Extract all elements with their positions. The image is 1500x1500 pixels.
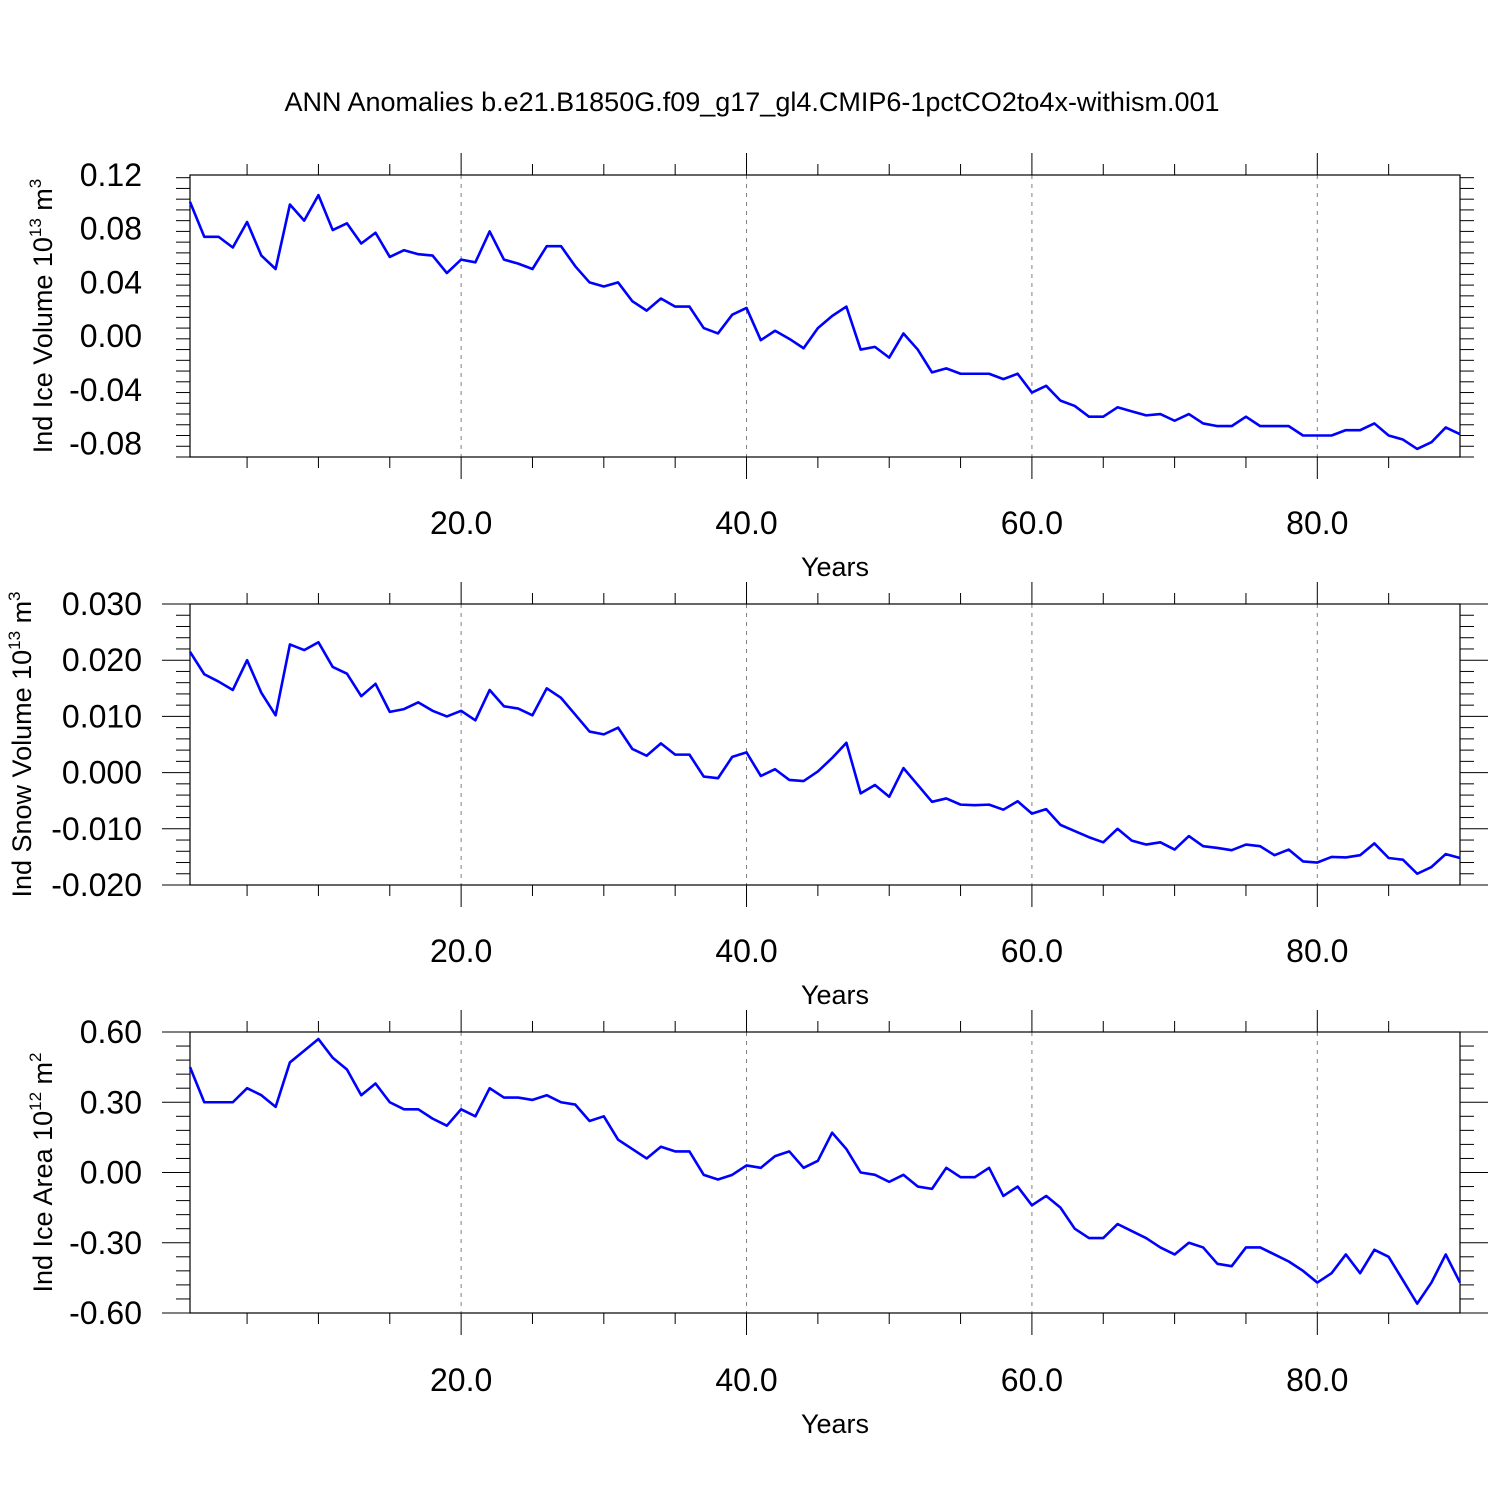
x-tick-label: 60.0 bbox=[1001, 1362, 1063, 1398]
y-tick-label: 0.12 bbox=[80, 157, 142, 193]
panel-1: 20.0 40.0 60.0 80.0 0.12 0.08 0.04 0.00 -0.04 -0.… bbox=[26, 153, 1474, 582]
y-tick-label: -0.010 bbox=[51, 811, 142, 847]
x-tick-label: 60.0 bbox=[1001, 933, 1063, 969]
y-axis-title: Ind Snow Volume 1013 m3 bbox=[5, 591, 37, 897]
y-axis-title-exponent: 13 bbox=[26, 218, 45, 237]
figure-title: ANN Anomalies b.e21.B1850G.f09_g17_gl4.C… bbox=[284, 87, 1219, 117]
y-axis-title: Ind Ice Volume 1013 m3 bbox=[26, 179, 58, 454]
series-line-2 bbox=[188, 640, 1461, 876]
x-tick-label: 20.0 bbox=[430, 1362, 492, 1398]
plot-frame bbox=[189, 174, 1461, 458]
x-tick-label: 80.0 bbox=[1286, 505, 1348, 541]
y-tick-label: 0.30 bbox=[80, 1084, 142, 1120]
series-line-1 bbox=[188, 193, 1461, 451]
y-tick-label: -0.04 bbox=[69, 372, 142, 408]
y-tick-label: 0.030 bbox=[62, 586, 142, 622]
x-tick-label: 20.0 bbox=[430, 505, 492, 541]
x-axis-title: Years bbox=[801, 552, 869, 582]
panel-3: 20.0 40.0 60.0 80.0 0.60 0.30 0.00 -0.30 -0.60 Ye… bbox=[26, 1010, 1488, 1439]
y-tick-label: -0.08 bbox=[69, 426, 142, 462]
y-axis-title-unit: m bbox=[28, 1062, 58, 1092]
y-axis-title-unit: m bbox=[28, 188, 58, 218]
y-tick-label: 0.000 bbox=[62, 755, 142, 791]
plot-frame bbox=[189, 1031, 1461, 1314]
y-axis-title-unit-exponent: 3 bbox=[26, 179, 45, 188]
plot-frame bbox=[189, 603, 1461, 886]
y-tick-label: 0.08 bbox=[80, 211, 142, 247]
x-tick-label: 40.0 bbox=[715, 505, 777, 541]
y-tick-label: 0.00 bbox=[80, 1155, 142, 1191]
y-axis-title-unit-exponent: 3 bbox=[5, 591, 24, 600]
y-tick-label: -0.020 bbox=[51, 867, 142, 903]
y-tick-label: 0.60 bbox=[80, 1014, 142, 1050]
y-tick-label: 0.00 bbox=[80, 318, 142, 354]
y-tick-label: 0.020 bbox=[62, 642, 142, 678]
x-tick-label: 40.0 bbox=[715, 1362, 777, 1398]
y-tick-label: 0.010 bbox=[62, 698, 142, 734]
y-tick-label: -0.30 bbox=[69, 1225, 142, 1261]
series-line-3 bbox=[188, 1037, 1462, 1305]
panels: 20.0 40.0 60.0 80.0 0.12 0.08 0.04 0.00 -0.04 -0.… bbox=[5, 153, 1488, 1439]
x-tick-label: 20.0 bbox=[430, 933, 492, 969]
y-axis-title-unit: m bbox=[7, 601, 37, 631]
y-axis-title-text: Ind Ice Volume 10 bbox=[28, 237, 58, 453]
x-tick-label: 80.0 bbox=[1286, 933, 1348, 969]
x-tick-label: 80.0 bbox=[1286, 1362, 1348, 1398]
y-axis-title-text: Ind Snow Volume 10 bbox=[7, 650, 37, 898]
y-axis-title-exponent: 12 bbox=[26, 1092, 45, 1111]
y-tick-label: 0.04 bbox=[80, 264, 142, 300]
panel-2: 20.0 40.0 60.0 80.0 0.030 0.020 0.010 0.000 -0.0… bbox=[5, 582, 1488, 1010]
x-axis-title: Years bbox=[801, 1409, 869, 1439]
x-tick-label: 60.0 bbox=[1001, 505, 1063, 541]
y-axis-title-unit-exponent: 2 bbox=[26, 1052, 45, 1061]
x-tick-label: 40.0 bbox=[715, 933, 777, 969]
x-axis-title: Years bbox=[801, 980, 869, 1010]
y-axis-title-text: Ind Ice Area 10 bbox=[28, 1111, 58, 1293]
y-axis-title: Ind Ice Area 1012 m2 bbox=[26, 1052, 58, 1292]
y-axis-title-exponent: 13 bbox=[5, 631, 24, 650]
y-tick-label: -0.60 bbox=[69, 1295, 142, 1331]
